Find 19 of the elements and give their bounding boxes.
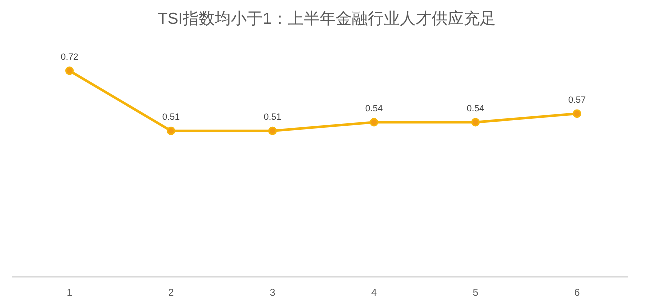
- x-tick-label: 1: [66, 288, 73, 299]
- point: [66, 66, 74, 76]
- data-label: 0.72: [60, 52, 79, 62]
- point: [472, 118, 480, 127]
- data-label: 0.54: [466, 104, 485, 114]
- x-tick-label: 6: [574, 288, 580, 299]
- point: [370, 118, 378, 127]
- x-tick-label: 3: [270, 288, 276, 299]
- point: [573, 110, 582, 118]
- data-label: 0.57: [568, 94, 586, 105]
- title: TSI指数均小于1：上半年金融行业人才供应充足: [158, 11, 496, 28]
- data-label: 0.51: [264, 112, 282, 122]
- point: [268, 126, 277, 136]
- point: [167, 126, 176, 136]
- x-tick-label: 4: [371, 288, 378, 299]
- data-label: 0.51: [162, 112, 180, 122]
- data-label: 0.54: [365, 104, 384, 114]
- x-tick-label: 2: [168, 288, 174, 299]
- x-tick-label: 5: [472, 288, 479, 299]
